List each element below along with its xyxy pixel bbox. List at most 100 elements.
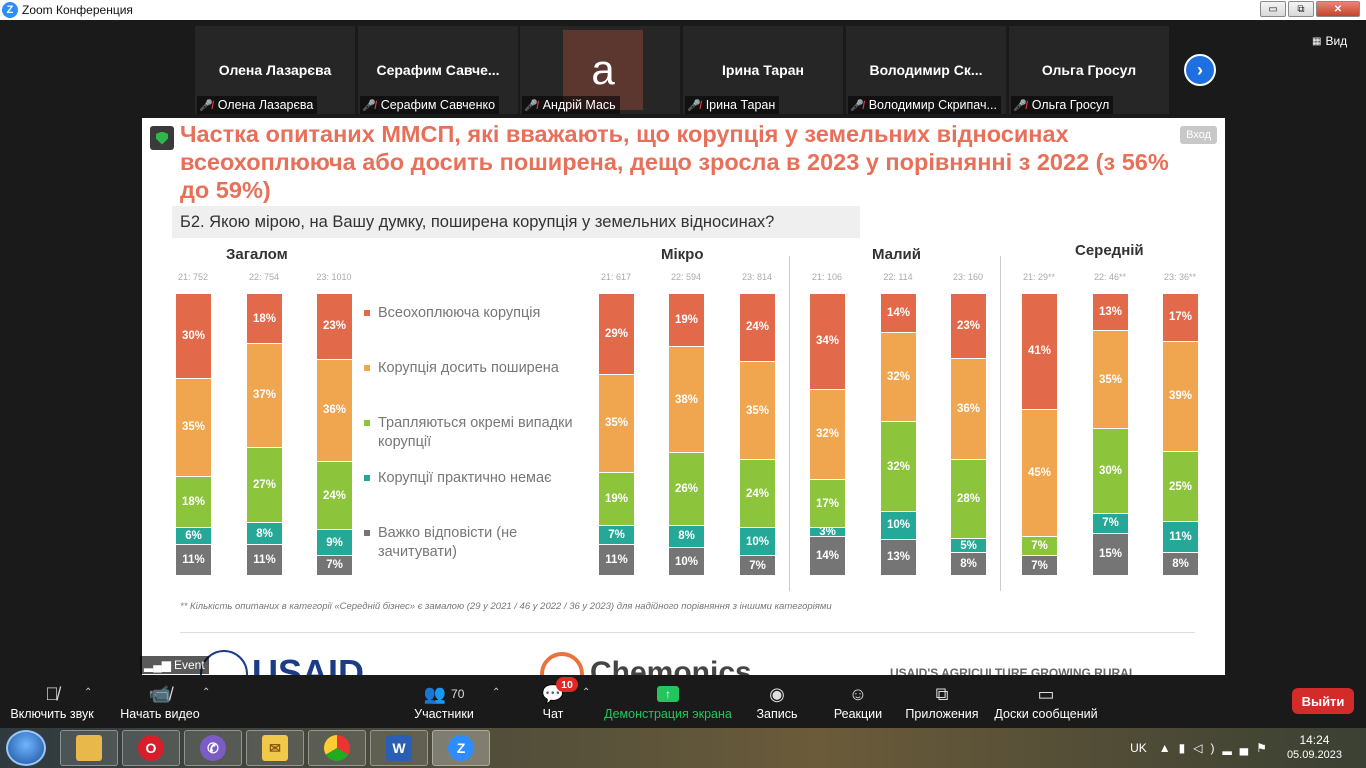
bar-segment: 18% — [176, 477, 211, 529]
minimize-button[interactable]: ▭ — [1260, 1, 1286, 17]
bar-sample-size: 22: 46** — [1093, 272, 1127, 282]
legend-label: Всеохоплююча корупція — [378, 305, 541, 321]
bar-segment: 28% — [951, 460, 986, 540]
legend-label: Корупції практично немає — [378, 470, 552, 486]
bar-segment: 27% — [247, 447, 282, 523]
event-label: Event — [173, 658, 205, 672]
muted-mic-icon: 🎙̸ — [45, 683, 59, 704]
apps-label: Приложения — [905, 707, 979, 721]
taskbar-zoom[interactable]: Z — [432, 730, 490, 766]
leave-button[interactable]: Выйти — [1292, 688, 1354, 714]
bar-segment: 8% — [247, 522, 282, 546]
tray-icons[interactable]: ▲▮◁)▂▄⚑ — [1158, 741, 1275, 755]
bar-segment: 32% — [810, 389, 845, 481]
next-page-button[interactable]: › — [1184, 54, 1216, 86]
record-button[interactable]: ◉ Запись — [752, 681, 802, 722]
maximize-button[interactable]: ⧉ — [1288, 1, 1314, 17]
participant-label: Володимир Скрипач... — [868, 98, 997, 112]
apps-icon: ⧉ — [935, 683, 949, 704]
stacked-bar: 13% 35% 30% 7% 15% — [1093, 294, 1128, 576]
legend-swatch — [364, 530, 370, 536]
muted-mic-icon: 🎤̸ — [850, 99, 864, 112]
bar-segment: 35% — [1093, 330, 1128, 430]
stacked-bar: 34% 32% 17% 3% 14% — [810, 294, 845, 576]
bar-segment: 15% — [1093, 533, 1128, 576]
chevron-up-icon[interactable]: ⌃ — [582, 687, 591, 698]
bar-segment: 19% — [669, 294, 704, 348]
bar-segment: 7% — [317, 556, 352, 576]
start-video-button[interactable]: 📹̸ Начать видео — [120, 681, 200, 722]
chevron-up-icon[interactable]: ⌃ — [202, 687, 211, 698]
reactions-button[interactable]: ☺ Реакции — [832, 681, 884, 722]
participant-name: Ірина Таран — [722, 62, 804, 78]
legend-swatch — [364, 310, 370, 316]
bar-sample-size: 23: 36** — [1163, 272, 1197, 282]
clock[interactable]: 14:24 05.09.2023 — [1287, 733, 1342, 763]
start-button[interactable] — [6, 730, 46, 766]
bar-segment: 24% — [740, 294, 775, 362]
taskbar-chrome[interactable] — [308, 730, 366, 766]
chart-group-label: Мікро — [661, 246, 704, 263]
video-gallery: Олена Лазарєва 🎤̸ Олена Лазарєва Серафим … — [0, 20, 1366, 118]
chart-group-label: Загалом — [226, 246, 288, 263]
enter-button[interactable]: Вход — [1180, 126, 1217, 144]
taskbar-explorer[interactable] — [60, 730, 118, 766]
taskbar-viber[interactable]: ✆ — [184, 730, 242, 766]
participant-tile[interactable]: Ірина Таран 🎤̸ Ірина Таран — [683, 26, 843, 114]
participant-tile[interactable]: a 🎤̸ Андрій Мась — [520, 26, 680, 114]
bar-segment: 24% — [740, 460, 775, 529]
stacked-bar: 19% 38% 26% 8% 10% — [669, 294, 704, 576]
start-video-label: Начать видео — [120, 707, 200, 721]
chevron-up-icon[interactable]: ⌃ — [492, 687, 501, 698]
muted-mic-icon: 🎤̸ — [1013, 99, 1027, 112]
bar-segment: 26% — [669, 453, 704, 526]
bar-segment: 7% — [1022, 536, 1057, 557]
legend-label: Корупція досить поширена — [378, 360, 559, 376]
legend-swatch — [364, 365, 370, 371]
slide-title: Частка опитаних ММСП, які вважають, що к… — [180, 121, 1169, 203]
whiteboard-icon: ▭ — [1037, 683, 1055, 704]
participant-tile[interactable]: Ольга Гросул 🎤̸ Ольга Гросул — [1009, 26, 1169, 114]
bar-segment: 24% — [317, 462, 352, 531]
unmute-button[interactable]: 🎙̸ Включить звук — [8, 681, 96, 722]
participant-tile[interactable]: Серафим Савче... 🎤̸ Серафим Савченко — [358, 26, 518, 114]
bar-sample-size: 23: 1010 — [316, 272, 352, 282]
slide-question: Б2. Якою мірою, на Вашу думку, поширена … — [172, 206, 860, 238]
bar-sample-size: 21: 617 — [600, 272, 632, 282]
participant-label: Ірина Таран — [705, 98, 776, 112]
shield-icon[interactable] — [150, 126, 174, 150]
bar-segment: 36% — [951, 358, 986, 461]
clock-date: 05.09.2023 — [1286, 749, 1342, 761]
taskbar-mail[interactable]: ✉ — [246, 730, 304, 766]
bar-sample-size: 22: 754 — [248, 272, 280, 282]
project-logo: USAID'S AGRICULTURE GROWING RURAL — [890, 666, 1137, 675]
participant-tile[interactable]: Володимир Ск... 🎤̸ Володимир Скрипач... — [846, 26, 1006, 114]
share-screen-button[interactable]: ↑ Демонстрация экрана — [604, 681, 732, 721]
chrome-icon — [324, 735, 350, 761]
chart-divider — [789, 256, 790, 591]
chevron-up-icon[interactable]: ⌃ — [84, 687, 93, 698]
participant-label: Ольга Гросул — [1031, 98, 1110, 112]
participant-label: Серафим Савченко — [380, 98, 496, 112]
participant-tile[interactable]: Олена Лазарєва 🎤̸ Олена Лазарєва — [195, 26, 355, 114]
close-button[interactable]: ✕ — [1316, 1, 1360, 17]
participants-button[interactable]: 👥 70 Участники — [412, 681, 476, 722]
zoom-logo-icon: Z — [2, 2, 18, 18]
stacked-bar: 17% 39% 25% 11% 8% — [1163, 294, 1198, 576]
viber-icon: ✆ — [200, 735, 226, 761]
signal-icon: ▂▄▆ — [144, 658, 171, 672]
stacked-bar: 23% 36% 24% 9% 7% — [317, 294, 352, 576]
legend-item: Трапляються окремі випадки корупції — [364, 414, 594, 452]
language-indicator[interactable]: UK — [1130, 741, 1147, 755]
legend-item: Корупція досить поширена — [364, 359, 594, 378]
reactions-label: Реакции — [833, 707, 883, 721]
whiteboards-button[interactable]: ▭ Доски сообщений — [994, 681, 1098, 722]
bar-segment: 17% — [810, 480, 845, 529]
view-button[interactable]: ▦ Вид — [1312, 34, 1347, 48]
apps-button[interactable]: ⧉ Приложения — [904, 681, 980, 722]
taskbar-opera[interactable]: O — [122, 730, 180, 766]
muted-mic-icon: 🎤̸ — [524, 99, 538, 112]
view-label: Вид — [1325, 34, 1348, 48]
legend-item: Важко відповісти (не зачитувати) — [364, 524, 594, 562]
taskbar-word[interactable]: W — [370, 730, 428, 766]
